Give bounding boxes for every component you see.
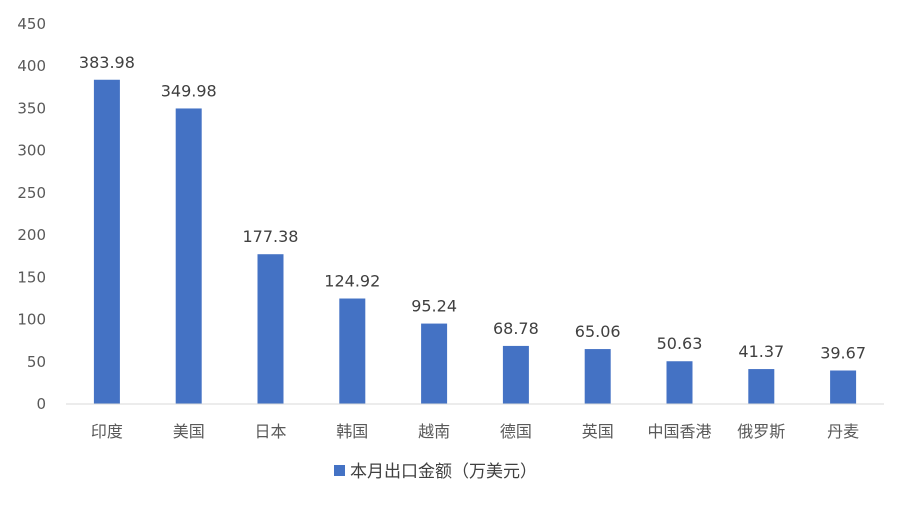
bar: [830, 370, 857, 404]
data-label: 41.37: [738, 342, 784, 361]
category-label: 韩国: [336, 422, 368, 441]
y-tick-label: 150: [17, 268, 46, 286]
category-label: 越南: [418, 422, 450, 441]
category-label: 日本: [254, 422, 286, 441]
category-label: 丹麦: [827, 422, 859, 441]
y-axis: 0 50 100 150 200 250 300 350 400 450: [17, 15, 46, 413]
data-label: 124.92: [324, 272, 380, 291]
bars: [93, 79, 857, 405]
bar: [584, 349, 611, 404]
category-label: 中国香港: [647, 422, 711, 441]
data-label: 349.98: [161, 81, 217, 100]
category-label: 俄罗斯: [737, 422, 785, 441]
bar: [502, 345, 529, 404]
bar: [339, 298, 366, 404]
data-label: 50.63: [657, 334, 703, 353]
bar: [257, 254, 284, 404]
y-tick-label: 100: [17, 311, 46, 329]
category-label: 美国: [173, 422, 205, 441]
data-label: 383.98: [79, 53, 135, 72]
data-label: 177.38: [243, 227, 299, 246]
bar: [175, 108, 202, 404]
legend: 本月出口金额（万美元）: [334, 462, 537, 482]
data-labels: 383.98 349.98 177.38 124.92 95.24 68.78 65.06 5…: [79, 53, 866, 363]
y-tick-label: 50: [27, 353, 46, 371]
y-tick-label: 350: [17, 99, 46, 117]
category-label: 印度: [91, 422, 123, 441]
y-tick-label: 450: [17, 15, 46, 33]
y-tick-label: 200: [17, 226, 46, 244]
x-axis: 印度 美国 日本 韩国 越南 德国 英国 中国香港 俄罗斯 丹麦: [66, 403, 884, 441]
bar: [421, 323, 448, 404]
bar: [93, 79, 120, 405]
y-tick-label: 300: [17, 142, 46, 160]
category-label: 德国: [500, 422, 532, 441]
data-label: 68.78: [493, 319, 539, 338]
category-label: 英国: [582, 422, 614, 441]
data-label: 39.67: [820, 344, 866, 363]
data-label: 65.06: [575, 322, 621, 341]
legend-swatch: [334, 465, 345, 476]
legend-label: 本月出口金额（万美元）: [350, 462, 537, 482]
y-tick-label: 250: [17, 184, 46, 202]
bar: [666, 361, 693, 404]
data-label: 95.24: [411, 297, 457, 316]
y-tick-label: 400: [17, 57, 46, 75]
y-tick-label: 0: [36, 395, 46, 413]
bar: [748, 369, 775, 404]
